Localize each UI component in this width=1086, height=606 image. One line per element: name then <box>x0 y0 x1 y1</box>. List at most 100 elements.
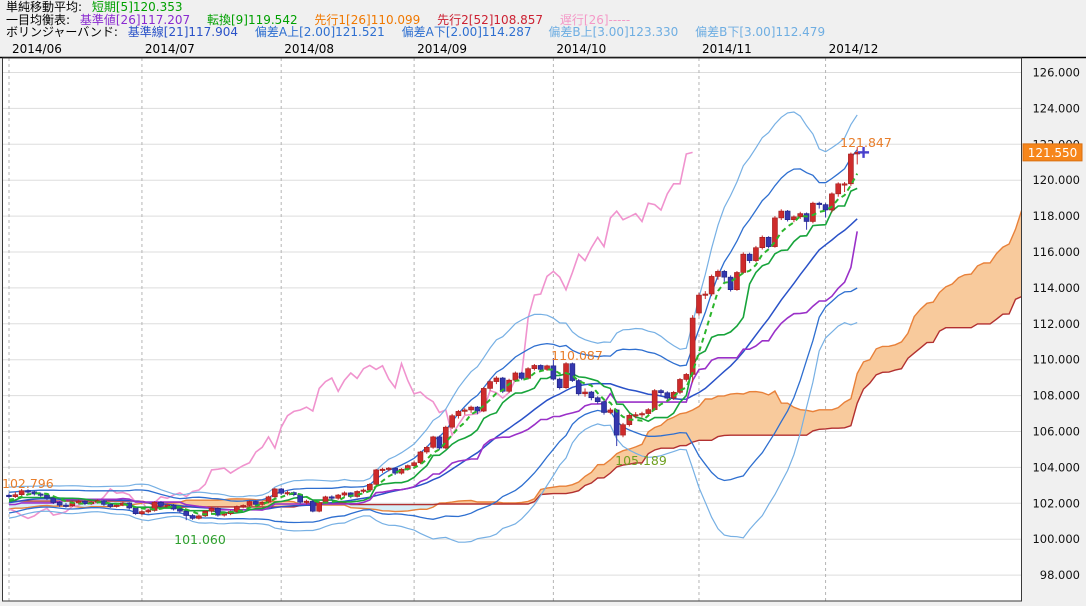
candle-body <box>63 504 69 507</box>
candle-body <box>759 236 766 248</box>
sma-short-value: 短期[5]120.353 <box>91 0 183 14</box>
candle-body <box>132 507 139 515</box>
candle-down <box>594 396 601 404</box>
candle-down <box>436 435 443 450</box>
candle-down <box>44 493 50 501</box>
candle-body <box>702 293 709 296</box>
candle-up <box>341 491 348 497</box>
candle-down <box>658 389 664 397</box>
candle-up <box>740 252 747 274</box>
x-axis-tick-label: 2014/07 <box>145 42 195 56</box>
candle-up <box>841 181 848 193</box>
candle-body <box>164 504 171 507</box>
candle-body <box>18 490 25 495</box>
candle-down <box>107 502 114 508</box>
candle-body <box>329 496 335 499</box>
candle-down <box>746 252 753 264</box>
candle-up <box>12 492 19 498</box>
candle-body <box>778 210 785 219</box>
y-axis-tick-label: 98.000 <box>1040 568 1080 582</box>
candle-body <box>442 426 449 449</box>
bb-lower3-line <box>8 322 858 543</box>
candle-down <box>158 501 164 508</box>
candle-body <box>715 271 721 277</box>
candle-body <box>601 401 607 413</box>
candle-body <box>189 515 196 519</box>
candle-body <box>613 409 620 436</box>
candle-body <box>196 515 202 519</box>
candle-body <box>721 271 728 278</box>
candle-up <box>607 407 614 415</box>
bollinger-label: ボリンジャーバンド: <box>6 25 118 40</box>
x-axis-tick-label: 2014/11 <box>702 42 752 56</box>
y-axis-labels: 126.000124.000122.000120.000118.000116.0… <box>1032 66 1080 583</box>
candle-down <box>37 492 44 497</box>
candle-body <box>335 494 341 499</box>
kijun-line <box>8 231 858 511</box>
plot-background <box>2 58 1022 601</box>
candle-body <box>436 436 443 449</box>
candle-body <box>582 391 588 395</box>
bollinger-a-upper-value: 偏差A上[2.00]121.521 <box>254 25 385 40</box>
candle-up <box>753 245 759 263</box>
candle-body <box>373 469 379 485</box>
candle-body <box>683 374 690 380</box>
candle-up <box>759 235 766 250</box>
current-price-value: 121.550 <box>1028 146 1078 160</box>
candle-up <box>778 209 785 221</box>
bollinger-b-lower-value: 偏差B下[3.00]112.479 <box>695 25 826 40</box>
candle-up <box>265 495 272 504</box>
candle-body <box>594 397 601 403</box>
candle-up <box>582 388 588 397</box>
candle-body <box>569 363 576 381</box>
bb-upper3-line <box>8 111 858 498</box>
candle-body <box>6 494 12 497</box>
candle-body <box>423 446 430 453</box>
ichimoku-tenkan-value: 転換[9]119.542 <box>206 12 298 27</box>
candle-down <box>518 371 525 381</box>
candle-body <box>183 510 190 516</box>
cloud-bullish-area <box>437 210 1022 505</box>
y-axis-tick-label: 112.000 <box>1032 317 1080 331</box>
candle-body <box>56 502 63 506</box>
candle-body <box>651 390 658 410</box>
candle-up <box>196 514 202 520</box>
x-axis-tick-label: 2014/09 <box>417 42 467 56</box>
candle-down <box>816 201 823 209</box>
candle-up <box>544 364 550 371</box>
candle-body <box>816 202 823 205</box>
candle-up <box>810 201 816 224</box>
candle-down <box>310 500 316 513</box>
bollinger-mid-value: 基準線[21]117.904 <box>127 25 239 40</box>
candle-up <box>702 291 709 300</box>
candle-body <box>499 377 506 392</box>
candle-down <box>765 236 772 249</box>
y-axis-tick-label: 108.000 <box>1032 389 1080 403</box>
candle-body <box>708 276 715 295</box>
candle-body <box>44 494 50 499</box>
candle-body <box>455 411 462 417</box>
plot-border <box>2 57 1022 602</box>
candle-body <box>525 368 531 379</box>
candle-body <box>620 424 626 436</box>
tenkan-line <box>8 187 858 515</box>
candle-body <box>246 501 253 506</box>
candle-body <box>265 496 272 503</box>
candle-down <box>822 203 829 218</box>
candle-body <box>658 390 664 394</box>
candle-body <box>753 247 759 261</box>
candle-up <box>468 405 474 413</box>
x-axis-tick-label: 2014/08 <box>284 42 334 56</box>
candle-up <box>316 501 322 513</box>
candle-up <box>531 364 538 371</box>
candle-up <box>677 378 683 395</box>
candle-up <box>139 510 145 516</box>
candle-body <box>506 379 512 392</box>
candle-body <box>588 391 595 399</box>
candle-down <box>601 400 607 415</box>
ichimoku-senkou1-value: 先行1[26]110.099 <box>314 12 421 27</box>
y-axis-tick-label: 116.000 <box>1032 245 1080 259</box>
candle-up <box>18 489 25 497</box>
candle-body <box>208 508 215 512</box>
